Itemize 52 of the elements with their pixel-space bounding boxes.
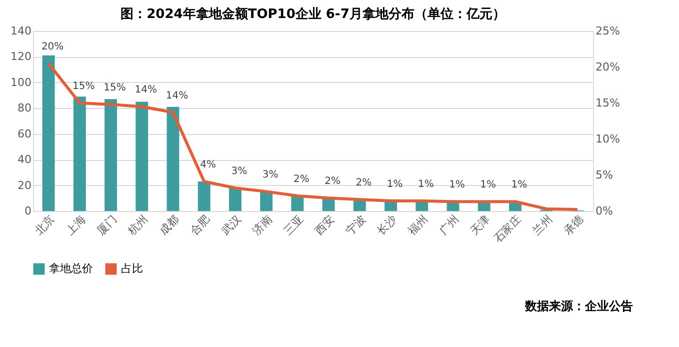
x-tick-label: 石家庄 <box>491 212 524 246</box>
data-label: 1% <box>386 178 403 190</box>
y2-tick-label: 0% <box>596 204 613 218</box>
y2-tick-label: 5% <box>596 168 613 182</box>
x-tick-label: 广州 <box>436 212 462 238</box>
x-tick-label: 杭州 <box>124 212 150 238</box>
x-tick-label: 武汉 <box>218 212 244 238</box>
data-label: 3% <box>231 166 248 177</box>
data-label: 1% <box>511 180 528 191</box>
y-tick-label: 40 <box>18 153 32 166</box>
data-label: 15% <box>72 81 95 92</box>
x-tick-label: 上海 <box>63 212 88 238</box>
y-tick-label: 20 <box>18 178 32 192</box>
data-label: 2% <box>294 174 310 185</box>
x-tick-label: 厦门 <box>94 212 120 238</box>
y-tick-label: 140 <box>10 24 32 38</box>
x-tick-label: 三亚 <box>281 212 306 238</box>
x-tick-label: 天津 <box>468 212 493 238</box>
data-label: 20% <box>41 41 64 52</box>
source-note: 数据来源：企业公告 <box>524 299 633 313</box>
data-label: 4% <box>200 159 216 170</box>
y2-tick-label: 10% <box>596 132 620 146</box>
x-tick-label: 兰州 <box>530 212 555 238</box>
data-label: 2% <box>324 176 340 188</box>
data-label: 2% <box>356 177 372 188</box>
legend-label: 拿地总价 <box>49 262 93 275</box>
x-tick-label: 西安 <box>312 212 338 238</box>
data-label: 14% <box>134 84 158 96</box>
x-tick-label: 长沙 <box>374 212 400 238</box>
x-tick-label: 承德 <box>561 212 586 238</box>
y-tick-label: 60 <box>18 127 32 140</box>
x-tick-label: 宁波 <box>343 212 368 238</box>
data-label: 1% <box>418 178 434 190</box>
data-label: 3% <box>262 170 278 181</box>
y-tick-label: 0 <box>24 204 32 218</box>
x-tick-label: 北京 <box>32 212 58 238</box>
legend-label: 占比 <box>121 262 143 275</box>
x-tick-label: 合肥 <box>188 212 213 238</box>
y2-tick-label: 15% <box>596 96 620 110</box>
data-label: 14% <box>166 90 188 102</box>
y2-tick-label: 20% <box>596 60 620 74</box>
chart-title: 图：2024年拿地金额TOP10企业 6-7月拿地分布（单位：亿元） <box>120 6 506 22</box>
data-label: 1% <box>480 180 496 191</box>
x-tick-label: 济南 <box>250 212 275 238</box>
x-tick-label: 成都 <box>156 212 182 238</box>
y-tick-label: 100 <box>10 76 32 89</box>
y-tick-label: 120 <box>10 50 32 64</box>
y2-tick-label: 25% <box>596 24 620 38</box>
y-tick-label: 80 <box>18 102 32 115</box>
x-tick-label: 福州 <box>406 212 430 238</box>
data-label: 15% <box>104 82 126 94</box>
data-label: 1% <box>449 180 465 191</box>
